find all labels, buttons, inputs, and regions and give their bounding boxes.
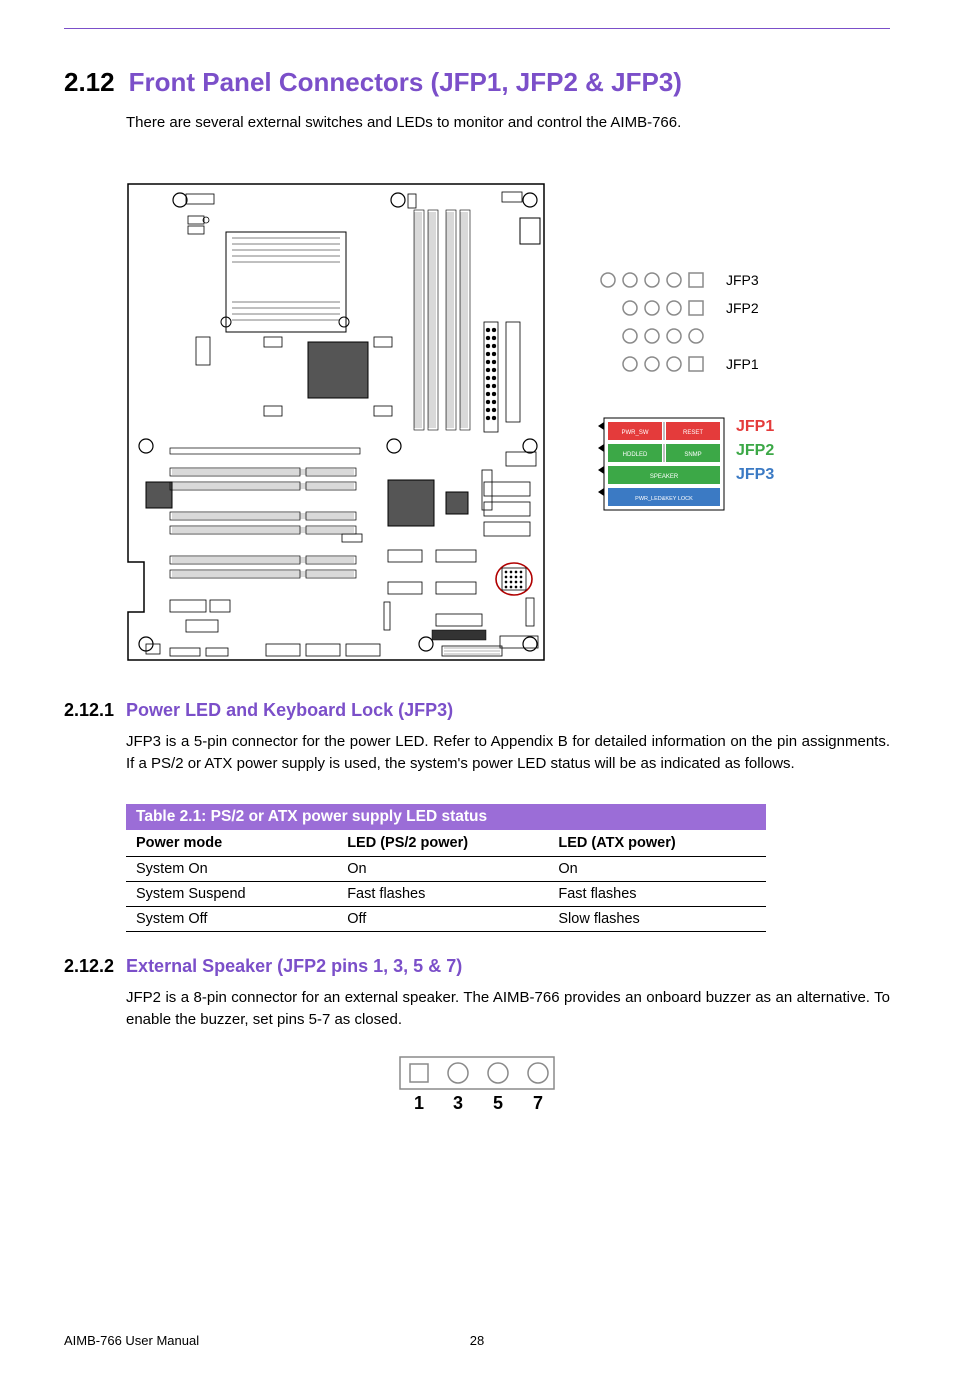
subsection-2-12-2: 2.12.2 External Speaker (JFP2 pins 1, 3,…	[64, 956, 890, 1031]
page-footer: AIMB-766 User Manual 28	[64, 1333, 890, 1348]
connector-label: JFP1	[726, 356, 759, 372]
subsection-heading: 2.12.2 External Speaker (JFP2 pins 1, 3,…	[64, 956, 890, 977]
pin-label: 7	[533, 1093, 543, 1113]
table-row: System Off Off Slow flashes	[126, 907, 766, 932]
svg-text:PWR_SW: PWR_SW	[622, 430, 649, 436]
subsection-heading: 2.12.1 Power LED and Keyboard Lock (JFP3…	[64, 700, 890, 721]
legend-label-jfp1: JFP1	[736, 418, 774, 436]
footer-page-number: 28	[470, 1333, 484, 1348]
svg-text:HDDLED: HDDLED	[623, 452, 648, 458]
table-cell: Fast flashes	[337, 882, 548, 907]
svg-text:RESET: RESET	[683, 430, 703, 436]
top-rule	[64, 28, 890, 29]
table-cell: On	[337, 857, 548, 882]
table-col-header: LED (PS/2 power)	[337, 830, 548, 857]
connector-row-jfp1a: JFP1	[596, 324, 759, 348]
pin-row-icon	[596, 352, 716, 376]
subsection-2-12-1: 2.12.1 Power LED and Keyboard Lock (JFP3…	[64, 700, 890, 775]
table-cell: System Suspend	[126, 882, 337, 907]
connector-row-jfp1b: JFP1	[596, 352, 759, 376]
subsection-title: External Speaker (JFP2 pins 1, 3, 5 & 7)	[126, 956, 462, 977]
section-heading: 2.12 Front Panel Connectors (JFP1, JFP2 …	[64, 67, 890, 98]
table-row: System On On On	[126, 857, 766, 882]
speaker-connector-diagram: 1 3 5 7	[392, 1051, 562, 1115]
subsection-title: Power LED and Keyboard Lock (JFP3)	[126, 700, 453, 721]
table-caption: Table 2.1: PS/2 or ATX power supply LED …	[126, 804, 766, 830]
pin-row-icon	[596, 296, 716, 320]
connector-label: JFP2	[726, 300, 759, 316]
legend-labels: JFP1 JFP2 JFP3	[736, 418, 774, 484]
pin-label: 3	[453, 1093, 463, 1113]
table-cell: Fast flashes	[548, 882, 766, 907]
side-diagrams: JFP3 JFP2	[596, 268, 774, 512]
pin-connector-block: JFP3 JFP2	[596, 268, 759, 376]
pin-label: 5	[493, 1093, 503, 1113]
pin-row-icon	[596, 324, 716, 348]
footer-manual-name: AIMB-766 User Manual	[64, 1333, 199, 1348]
section-number: 2.12	[64, 67, 115, 98]
subsection-number: 2.12.1	[64, 700, 114, 721]
legend-block: PWR_SW RESET HDDLED SNMP SPEAKER	[596, 416, 774, 512]
legend-label-jfp3: JFP3	[736, 466, 774, 484]
connector-row-jfp3: JFP3	[596, 268, 759, 292]
led-table: Power mode LED (PS/2 power) LED (ATX pow…	[126, 830, 766, 932]
led-status-table: Table 2.1: PS/2 or ATX power supply LED …	[126, 804, 766, 932]
pin-label: 1	[414, 1093, 424, 1113]
table-cell: System Off	[126, 907, 337, 932]
subsection-paragraph: JFP3 is a 5-pin connector for the power …	[126, 731, 890, 775]
connector-row-jfp2: JFP2	[596, 296, 759, 320]
table-cell: Off	[337, 907, 548, 932]
motherboard-diagram	[126, 182, 546, 662]
table-cell: On	[548, 857, 766, 882]
table-cell: System On	[126, 857, 337, 882]
pin-row-icon	[596, 268, 716, 292]
svg-text:SNMP: SNMP	[684, 452, 701, 458]
svg-text:PWR_LED&KEY LOCK: PWR_LED&KEY LOCK	[635, 496, 693, 502]
table-row: System Suspend Fast flashes Fast flashes	[126, 882, 766, 907]
legend-diagram: PWR_SW RESET HDDLED SNMP SPEAKER	[596, 416, 726, 512]
section-intro: There are several external switches and …	[126, 112, 890, 134]
subsection-number: 2.12.2	[64, 956, 114, 977]
connector-label: JFP3	[726, 272, 759, 288]
section-title: Front Panel Connectors (JFP1, JFP2 & JFP…	[129, 67, 682, 98]
figure-area: JFP3 JFP2	[126, 182, 890, 662]
legend-label-jfp2: JFP2	[736, 442, 774, 460]
table-cell: Slow flashes	[548, 907, 766, 932]
subsection-paragraph: JFP2 is a 8-pin connector for an externa…	[126, 987, 890, 1031]
table-col-header: LED (ATX power)	[548, 830, 766, 857]
table-col-header: Power mode	[126, 830, 337, 857]
page-content: 2.12 Front Panel Connectors (JFP1, JFP2 …	[0, 67, 954, 1115]
svg-text:SPEAKER: SPEAKER	[650, 474, 679, 480]
